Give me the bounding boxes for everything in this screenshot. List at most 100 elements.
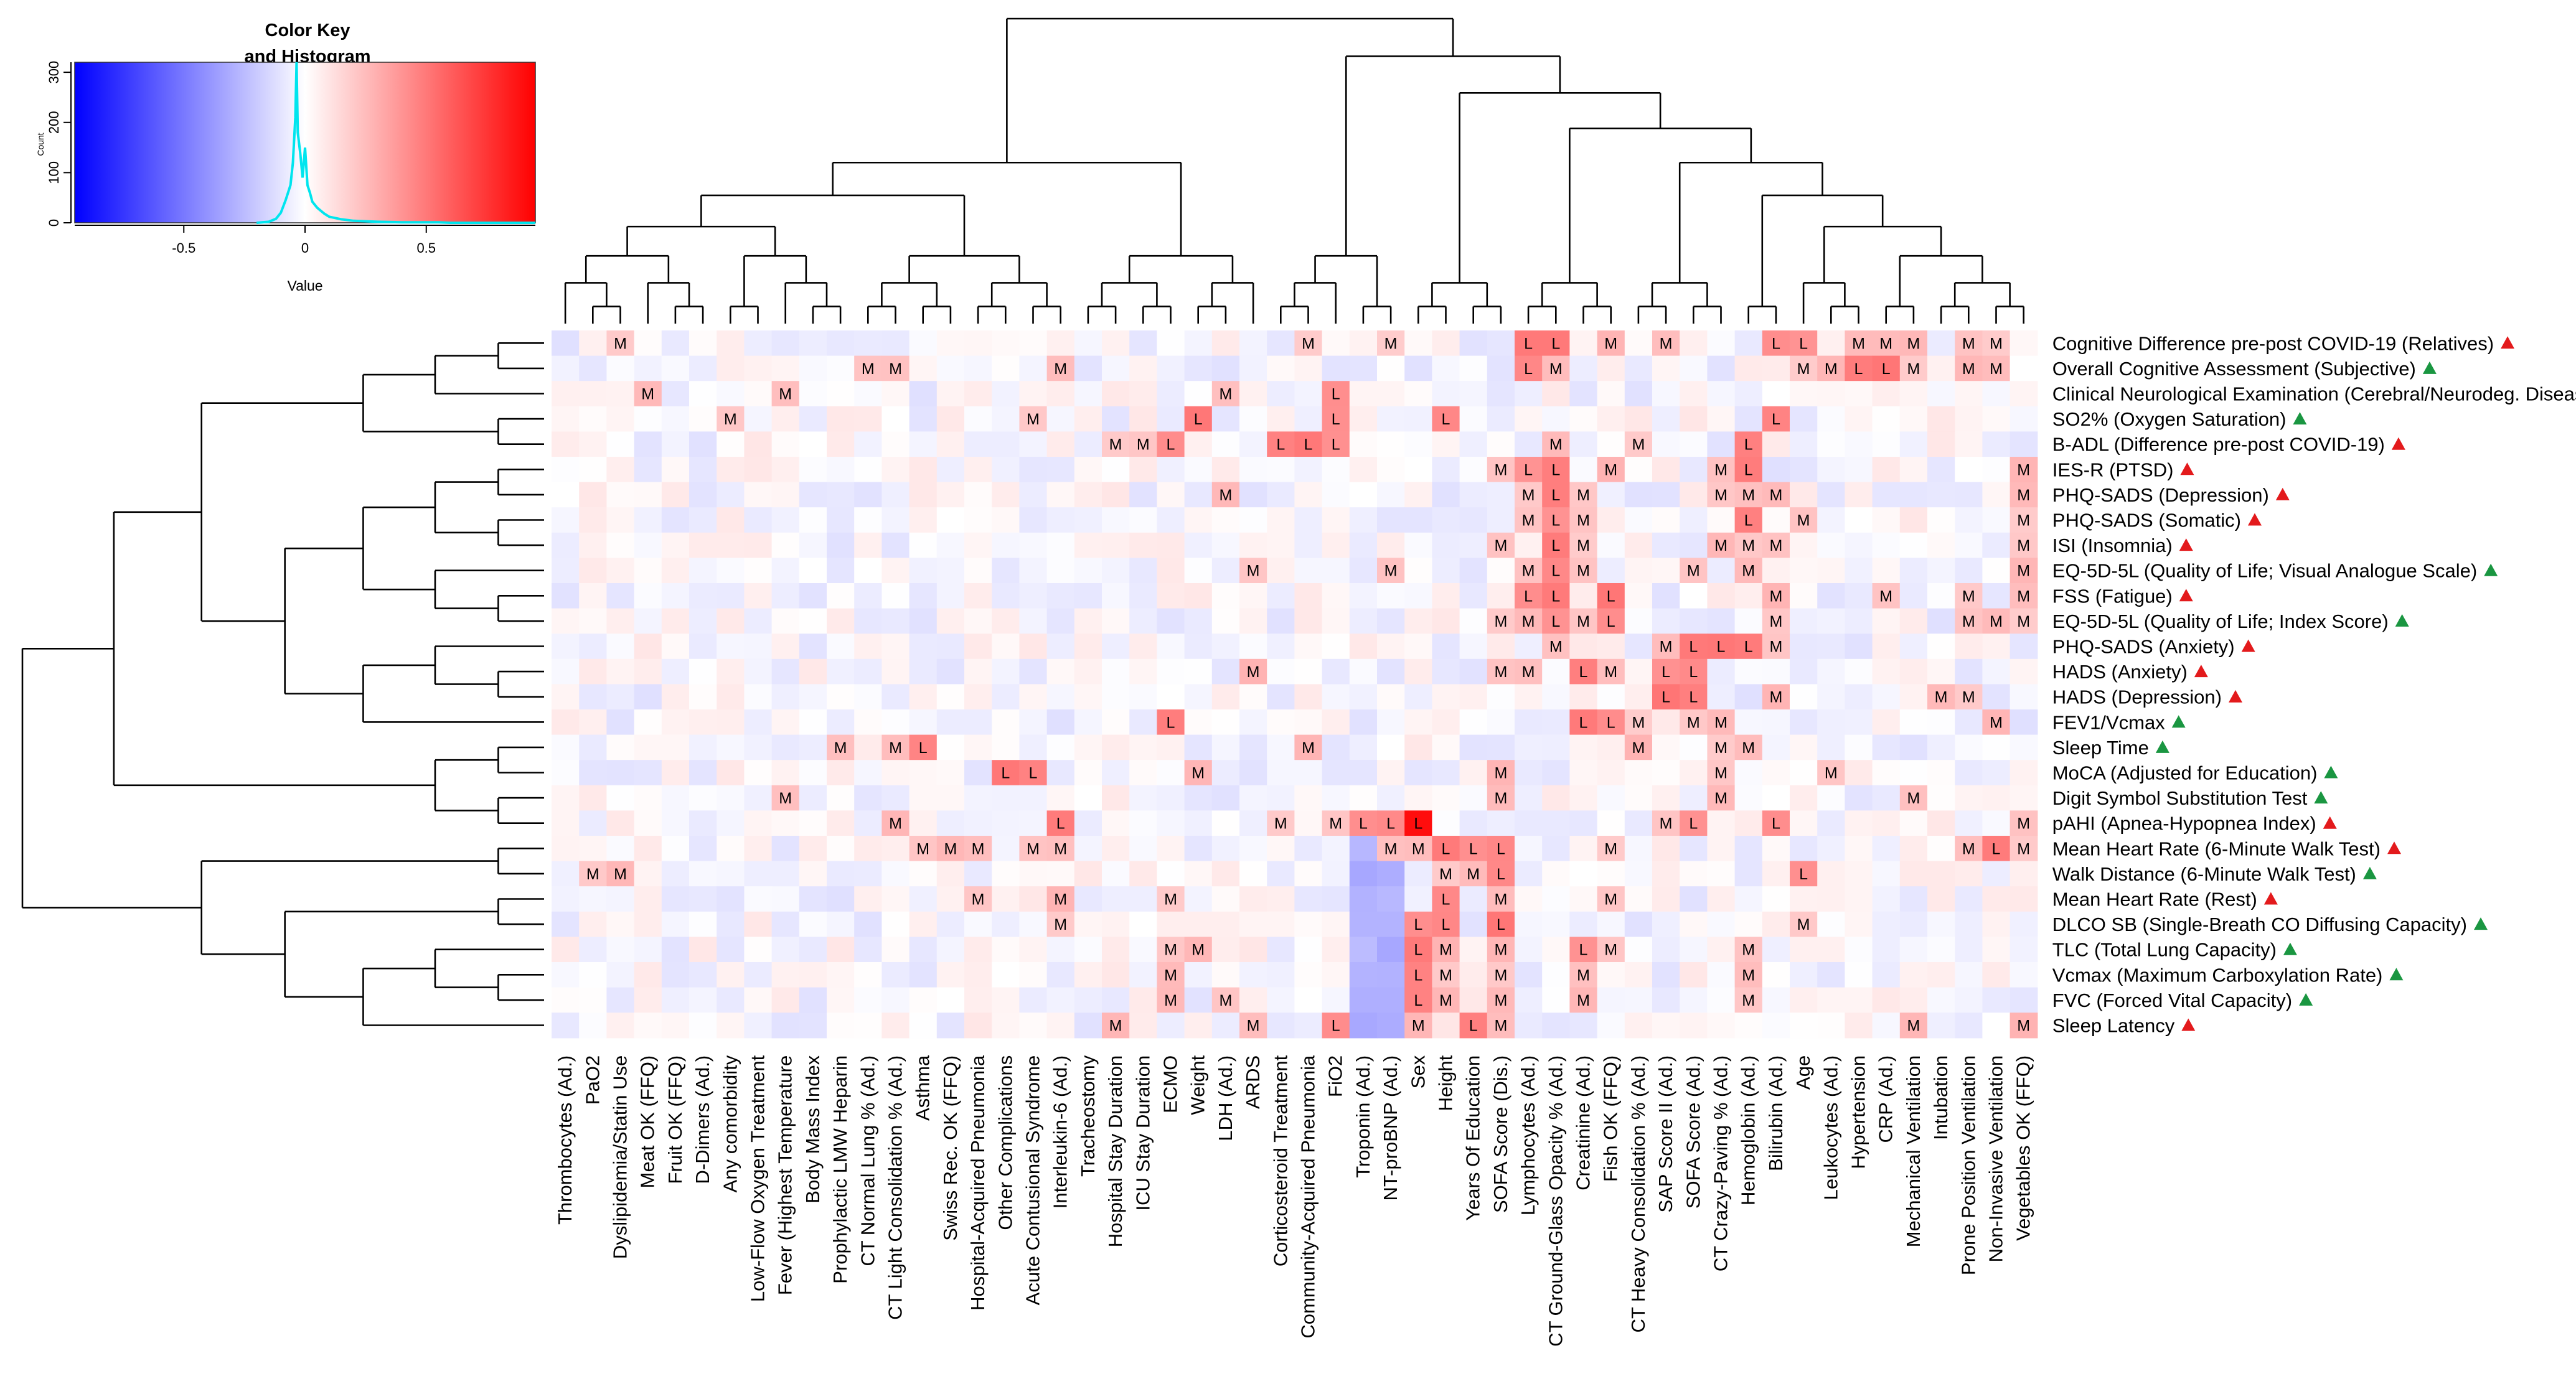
heatmap-cell (1404, 381, 1432, 407)
heatmap-cell (689, 507, 717, 533)
heatmap-cell-marker: M (1990, 714, 2003, 731)
heatmap-cell-marker: M (1577, 487, 1590, 504)
heatmap-cell (634, 634, 662, 660)
heatmap-cell (1955, 532, 1983, 558)
heatmap-cell (1955, 381, 1983, 407)
heatmap-cell (661, 861, 690, 887)
heatmap-cell (606, 558, 635, 584)
heatmap-cell (1680, 810, 1708, 836)
heatmap-cell (1845, 507, 1873, 533)
heatmap-cell (1845, 785, 1873, 811)
heatmap-cell (992, 937, 1020, 963)
heatmap-cell (1597, 457, 1625, 483)
heatmap-cell (634, 937, 662, 963)
heatmap-cell (1542, 684, 1570, 710)
heatmap-cell-marker: M (2017, 840, 2030, 858)
heatmap-cell (717, 583, 745, 609)
heatmap-cell (1872, 760, 1901, 786)
heatmap-cell (606, 861, 635, 887)
heatmap-cell (827, 684, 855, 710)
heatmap-cell (1707, 760, 1736, 786)
heatmap-cell-marker: L (1772, 335, 1780, 352)
heatmap-cell-marker: M (1494, 765, 1507, 782)
heatmap-cell (744, 911, 773, 937)
heatmap-cell (1652, 760, 1680, 786)
heatmap-cell (964, 431, 992, 457)
heatmap-cell (1762, 886, 1790, 912)
row-label: HADS (Depression) (2052, 686, 2222, 708)
heatmap-cell (1267, 658, 1295, 685)
heatmap-cell (1239, 937, 1267, 963)
heatmap-cell (1239, 482, 1267, 508)
heatmap-cell (744, 431, 773, 457)
heatmap-cell (1432, 987, 1460, 1013)
heatmap-cell-marker: M (1219, 386, 1232, 403)
heatmap-cell (689, 1013, 717, 1039)
heatmap-cell (854, 381, 882, 407)
heatmap-cell (1459, 785, 1488, 811)
heatmap-cell (1955, 406, 1983, 432)
heatmap-cell (771, 734, 800, 760)
heatmap-cell (1872, 962, 1901, 988)
heatmap-cell (1211, 684, 1240, 710)
heatmap-cell (1184, 482, 1213, 508)
heatmap-cell-marker: L (1001, 765, 1010, 782)
heatmap-cell (1542, 457, 1570, 483)
heatmap-cell (1239, 381, 1267, 407)
heatmap-cell (1074, 836, 1102, 862)
heatmap-cell (909, 1013, 938, 1039)
heatmap-cell-marker: M (2017, 1017, 2030, 1035)
heatmap-cell (606, 684, 635, 710)
heatmap-cell (1955, 355, 1983, 381)
heatmap-cell (1734, 684, 1763, 710)
heatmap-cell (552, 406, 580, 432)
column-label: Leukocytes (Ad.) (1820, 1055, 1841, 1200)
heatmap-cell (1597, 937, 1625, 963)
heatmap-cell (1074, 709, 1102, 736)
heatmap-cell (1322, 482, 1350, 508)
heatmap-cell (1845, 911, 1873, 937)
heatmap-cell (1515, 760, 1543, 786)
heatmap-cell (1762, 330, 1790, 357)
heatmap-cell (1046, 937, 1075, 963)
heatmap-cell (1569, 431, 1598, 457)
heatmap-cell (1432, 937, 1460, 963)
heatmap-cell (1872, 355, 1901, 381)
heatmap-cell (964, 583, 992, 609)
heatmap-cell-marker: M (2017, 537, 2030, 554)
heatmap-cell (1955, 634, 1983, 660)
column-dendrogram (564, 17, 2024, 324)
heatmap-cell (689, 532, 717, 558)
heatmap-cell (661, 785, 690, 811)
heatmap-cell (579, 507, 607, 533)
heatmap-cell (1432, 558, 1460, 584)
heatmap-cell (799, 558, 827, 584)
heatmap-cell (634, 861, 662, 887)
heatmap-cell (1872, 937, 1901, 963)
heatmap-cell (1239, 330, 1267, 357)
heatmap-cell (1762, 684, 1790, 710)
heatmap-cell (936, 658, 965, 685)
heatmap-cell (634, 381, 662, 407)
heatmap-cell (1019, 785, 1048, 811)
heatmap-cell (1872, 406, 1901, 432)
column-label: Fruit OK (FFQ) (664, 1055, 686, 1184)
heatmap-cell (1707, 1013, 1736, 1039)
heatmap-cell-marker: L (1442, 840, 1450, 858)
heatmap-cell (1377, 482, 1405, 508)
heatmap-cell (689, 886, 717, 912)
heatmap-cell (1899, 962, 1928, 988)
heatmap-cell (1955, 937, 1983, 963)
heatmap-cell (2010, 355, 2038, 381)
heatmap-cell (1322, 406, 1350, 432)
heatmap-cell (1790, 886, 1818, 912)
heatmap-cell (992, 1013, 1020, 1039)
heatmap-cell (1046, 1013, 1075, 1039)
green-up-triangle-icon (2293, 412, 2307, 425)
heatmap-cell (1652, 381, 1680, 407)
heatmap-cell (1102, 937, 1130, 963)
column-label: Body Mass Index (802, 1055, 824, 1203)
heatmap-cell (771, 962, 800, 988)
heatmap-cell (1624, 886, 1653, 912)
heatmap-cell (634, 709, 662, 736)
